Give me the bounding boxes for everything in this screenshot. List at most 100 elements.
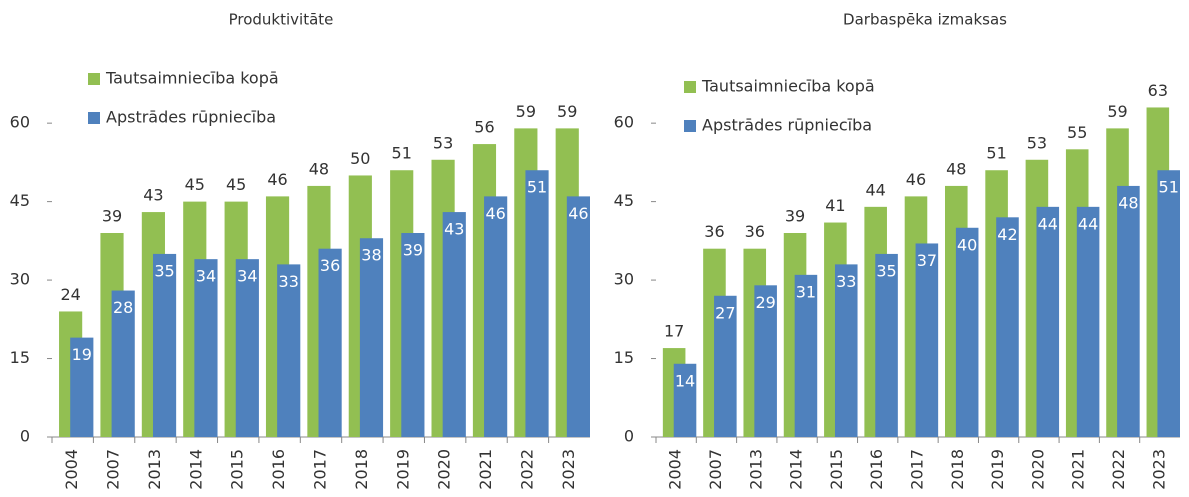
bar	[915, 243, 939, 437]
x-tick-label: 2023	[559, 449, 578, 490]
x-tick-label: 2022	[1109, 449, 1128, 490]
y-tick-label: 0	[20, 427, 30, 446]
x-tick-label: 2013	[746, 449, 765, 490]
bar	[401, 233, 425, 437]
value-label: 39	[785, 207, 805, 226]
value-label: 39	[403, 241, 423, 260]
value-label: 53	[1027, 133, 1047, 152]
value-label: 36	[320, 256, 340, 275]
value-label: 51	[527, 178, 547, 197]
value-label: 59	[1107, 102, 1127, 121]
x-tick-label: 2014	[186, 449, 205, 490]
value-label: 59	[557, 102, 577, 121]
x-tick-label: 2015	[827, 449, 846, 490]
bar	[714, 295, 737, 437]
value-label: 39	[102, 207, 122, 226]
x-tick-label: 2019	[393, 449, 412, 490]
chart-title: Darbaspēka izmaksas	[843, 11, 1007, 29]
bar	[194, 259, 218, 437]
value-label: 35	[154, 261, 174, 280]
legend-label: Tautsaimniecība kopā	[105, 69, 279, 88]
x-tick-label: 2019	[988, 449, 1007, 490]
chart-title: Produktivitāte	[229, 11, 334, 29]
x-tick-label: 2007	[706, 449, 725, 490]
value-label: 45	[185, 175, 205, 194]
bar	[152, 253, 177, 437]
value-label: 56	[474, 118, 494, 137]
bar	[673, 363, 697, 437]
legend-swatch	[88, 112, 100, 124]
x-tick-label: 2021	[1069, 449, 1088, 490]
bar	[834, 264, 858, 437]
value-label: 34	[237, 267, 257, 286]
value-label: 46	[568, 204, 588, 223]
value-label: 44	[1078, 214, 1098, 233]
legend-label: Apstrādes rūpniecība	[106, 108, 276, 127]
bar	[442, 212, 466, 437]
y-tick-label: 15	[10, 348, 30, 367]
value-label: 63	[1148, 81, 1168, 100]
x-tick-label: 2020	[1028, 449, 1047, 490]
value-label: 19	[72, 345, 92, 364]
value-label: 46	[485, 204, 505, 223]
x-tick-label: 2018	[352, 449, 371, 490]
value-label: 36	[745, 222, 765, 241]
value-label: 50	[350, 149, 370, 168]
bar	[875, 253, 898, 437]
value-label: 59	[516, 102, 536, 121]
bar	[996, 217, 1019, 437]
x-tick-label: 2004	[62, 449, 81, 490]
value-label: 55	[1067, 123, 1087, 142]
value-label: 44	[1038, 214, 1058, 233]
value-label: 31	[796, 282, 816, 301]
x-tick-label: 2022	[517, 449, 536, 490]
value-label: 24	[60, 285, 80, 304]
value-label: 40	[957, 235, 977, 254]
x-tick-label: 2017	[311, 449, 330, 490]
y-tick-label: 60	[10, 113, 30, 132]
value-label: 44	[865, 180, 885, 199]
x-tick-label: 2015	[228, 449, 247, 490]
x-tick-label: 2016	[269, 449, 288, 490]
value-label: 48	[1118, 193, 1138, 212]
value-label: 45	[226, 175, 246, 194]
value-label: 34	[196, 267, 216, 286]
x-tick-label: 2013	[145, 449, 164, 490]
legend-swatch	[88, 73, 100, 85]
value-label: 43	[444, 220, 464, 239]
value-label: 37	[917, 251, 937, 270]
bar	[525, 170, 549, 437]
value-label: 35	[876, 261, 896, 280]
bar	[1076, 206, 1100, 437]
bar	[566, 196, 590, 437]
legend-swatch	[684, 120, 696, 132]
x-tick-label: 2004	[666, 449, 685, 490]
x-tick-label: 2007	[104, 449, 123, 490]
value-label: 27	[715, 303, 735, 322]
y-tick-label: 30	[614, 270, 634, 289]
value-label: 42	[997, 225, 1017, 244]
bar	[359, 238, 384, 437]
x-tick-label: 2018	[948, 449, 967, 490]
value-label: 48	[946, 159, 966, 178]
bar	[70, 337, 94, 437]
legend-swatch	[684, 81, 696, 93]
x-tick-label: 2016	[867, 449, 886, 490]
value-label: 33	[279, 272, 299, 291]
x-tick-label: 2014	[787, 449, 806, 490]
y-tick-label: 30	[10, 270, 30, 289]
y-tick-label: 15	[614, 348, 634, 367]
value-label: 43	[143, 186, 163, 205]
y-tick-label: 60	[614, 113, 634, 132]
x-tick-label: 2020	[435, 449, 454, 490]
bar	[277, 264, 301, 437]
value-label: 33	[836, 272, 856, 291]
x-tick-label: 2021	[476, 449, 495, 490]
value-label: 36	[704, 222, 724, 241]
legend-label: Tautsaimniecība kopā	[701, 77, 875, 96]
value-label: 29	[755, 293, 775, 312]
y-tick-label: 45	[614, 191, 634, 210]
value-label: 41	[825, 196, 845, 215]
bar	[1157, 170, 1180, 437]
